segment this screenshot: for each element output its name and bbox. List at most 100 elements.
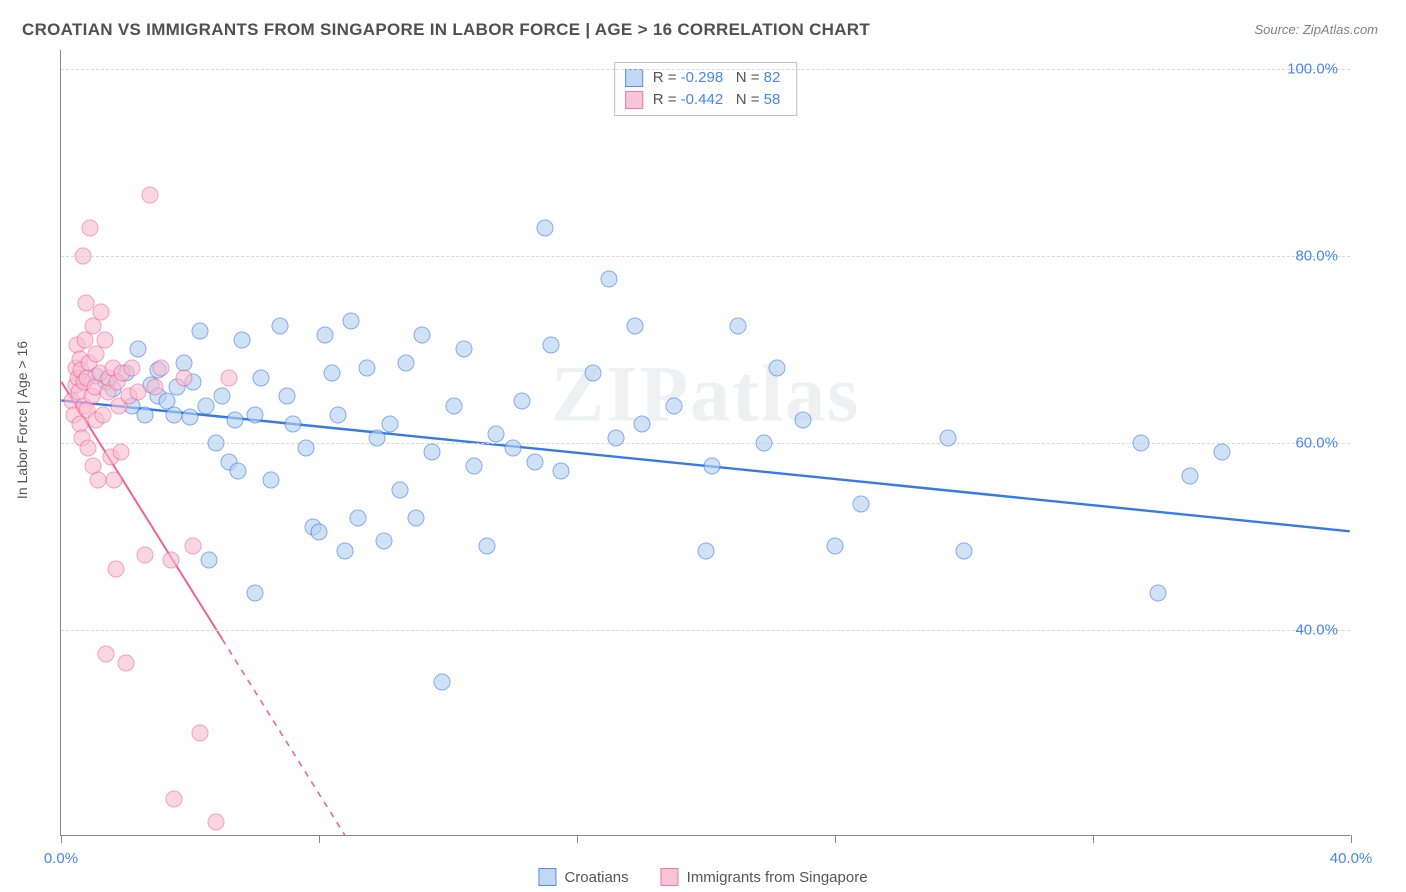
data-point-croatians <box>730 318 747 335</box>
data-point-croatians <box>227 411 244 428</box>
data-point-croatians <box>1133 435 1150 452</box>
data-point-croatians <box>233 332 250 349</box>
data-point-singapore <box>107 561 124 578</box>
data-point-croatians <box>414 327 431 344</box>
data-point-croatians <box>311 523 328 540</box>
data-point-croatians <box>514 392 531 409</box>
data-point-singapore <box>146 378 163 395</box>
data-point-croatians <box>627 318 644 335</box>
data-point-croatians <box>601 271 618 288</box>
stats-row-singapore: R = -0.442 N = 58 <box>625 89 781 111</box>
data-point-croatians <box>585 364 602 381</box>
swatch-croatians <box>625 69 643 87</box>
gridline-h <box>61 443 1350 444</box>
data-point-croatians <box>456 341 473 358</box>
data-point-croatians <box>1214 444 1231 461</box>
data-point-croatians <box>827 537 844 554</box>
data-point-croatians <box>794 411 811 428</box>
data-point-croatians <box>398 355 415 372</box>
data-point-croatians <box>698 542 715 559</box>
data-point-croatians <box>852 495 869 512</box>
watermark: ZIPatlas <box>551 350 860 441</box>
y-tick-label: 80.0% <box>1295 247 1338 264</box>
data-point-croatians <box>272 318 289 335</box>
legend-swatch-croatians <box>538 868 556 886</box>
gridline-h <box>61 256 1350 257</box>
watermark-zip: ZIP <box>551 351 690 439</box>
data-point-singapore <box>117 654 134 671</box>
data-point-croatians <box>607 430 624 447</box>
source-label: Source: ZipAtlas.com <box>1254 22 1378 37</box>
data-point-croatians <box>543 336 560 353</box>
data-point-singapore <box>106 472 123 489</box>
data-point-croatians <box>246 584 263 601</box>
data-point-croatians <box>956 542 973 559</box>
data-point-croatians <box>633 416 650 433</box>
data-point-singapore <box>165 790 182 807</box>
data-point-singapore <box>141 187 158 204</box>
data-point-croatians <box>317 327 334 344</box>
chart-title: CROATIAN VS IMMIGRANTS FROM SINGAPORE IN… <box>22 20 870 40</box>
data-point-croatians <box>536 219 553 236</box>
data-point-croatians <box>504 439 521 456</box>
data-point-singapore <box>162 551 179 568</box>
stats-legend: R = -0.298 N = 82R = -0.442 N = 58 <box>614 62 798 116</box>
data-point-singapore <box>175 369 192 386</box>
data-point-singapore <box>90 472 107 489</box>
stats-row-croatians: R = -0.298 N = 82 <box>625 67 781 89</box>
data-point-singapore <box>112 444 129 461</box>
data-point-singapore <box>78 294 95 311</box>
data-point-singapore <box>136 547 153 564</box>
data-point-singapore <box>123 360 140 377</box>
data-point-croatians <box>278 388 295 405</box>
data-point-croatians <box>198 397 215 414</box>
data-point-croatians <box>552 463 569 480</box>
data-point-singapore <box>96 332 113 349</box>
data-point-singapore <box>80 439 97 456</box>
data-point-croatians <box>330 406 347 423</box>
x-tick-mark <box>319 835 320 843</box>
data-point-singapore <box>220 369 237 386</box>
legend-label-singapore: Immigrants from Singapore <box>687 869 868 886</box>
bottom-legend: Croatians Immigrants from Singapore <box>538 868 867 886</box>
data-point-croatians <box>359 360 376 377</box>
data-point-croatians <box>375 533 392 550</box>
data-point-croatians <box>1181 467 1198 484</box>
data-point-singapore <box>93 304 110 321</box>
data-point-croatians <box>207 435 224 452</box>
legend-item-croatians: Croatians <box>538 868 628 886</box>
data-point-croatians <box>343 313 360 330</box>
data-point-singapore <box>152 360 169 377</box>
swatch-singapore <box>625 91 643 109</box>
data-point-singapore <box>130 383 147 400</box>
x-tick-label: 0.0% <box>44 850 78 867</box>
legend-item-singapore: Immigrants from Singapore <box>661 868 868 886</box>
data-point-singapore <box>207 813 224 830</box>
data-point-croatians <box>246 406 263 423</box>
y-axis-label: In Labor Force | Age > 16 <box>14 341 30 499</box>
data-point-croatians <box>182 408 199 425</box>
data-point-croatians <box>704 458 721 475</box>
stats-text-singapore: R = -0.442 N = 58 <box>653 89 781 111</box>
data-point-singapore <box>98 645 115 662</box>
data-point-croatians <box>136 406 153 423</box>
data-point-croatians <box>665 397 682 414</box>
data-point-singapore <box>191 725 208 742</box>
data-point-singapore <box>82 219 99 236</box>
x-tick-mark <box>1351 835 1352 843</box>
gridline-h <box>61 69 1350 70</box>
data-point-croatians <box>433 673 450 690</box>
data-point-singapore <box>74 247 91 264</box>
data-point-croatians <box>252 369 269 386</box>
data-point-croatians <box>130 341 147 358</box>
data-point-croatians <box>262 472 279 489</box>
data-point-croatians <box>478 537 495 554</box>
data-point-croatians <box>423 444 440 461</box>
data-point-croatians <box>1149 584 1166 601</box>
legend-swatch-singapore <box>661 868 679 886</box>
data-point-croatians <box>298 439 315 456</box>
x-tick-mark <box>835 835 836 843</box>
x-tick-label: 40.0% <box>1330 850 1373 867</box>
data-point-croatians <box>349 509 366 526</box>
data-point-croatians <box>527 453 544 470</box>
